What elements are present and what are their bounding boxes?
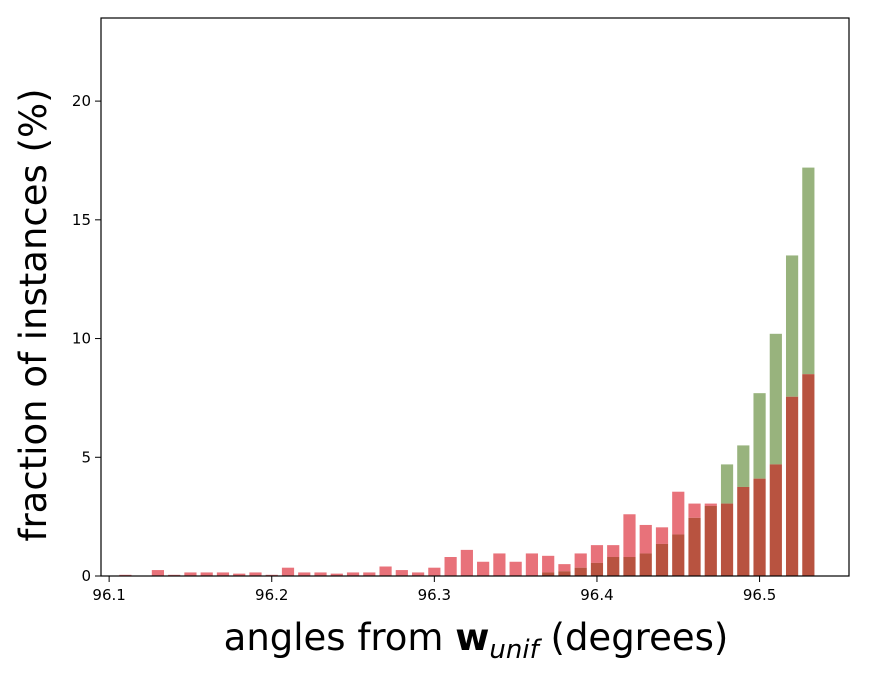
y-axis-title: fraction of instances (%) [12, 88, 55, 541]
bar-series-0 [363, 572, 376, 576]
bar-series-1 [737, 445, 750, 487]
bar-overlap [785, 396, 799, 576]
bar-series-0 [460, 549, 473, 576]
bar-series-0 [281, 567, 295, 576]
x-tick-label: 96.4 [580, 586, 613, 604]
bar-overlap [753, 478, 766, 576]
bar-overlap [558, 571, 571, 576]
bar-series-0 [509, 561, 522, 576]
bar-overlap [542, 572, 555, 576]
x-tick-label: 96.5 [743, 586, 776, 604]
bar-overlap [574, 567, 587, 576]
bar-series-0 [314, 572, 327, 576]
y-tick-label: 0 [81, 567, 91, 585]
bar-series-0 [672, 491, 685, 535]
bar-series-0 [444, 557, 457, 576]
bar-series-0 [330, 573, 343, 576]
y-axis: 0 5 10 15 20 [72, 92, 101, 585]
bar-series-0 [298, 572, 311, 576]
x-axis-title-bold: w [455, 616, 489, 659]
bar-series-0 [590, 545, 604, 563]
bar-series-0 [623, 514, 636, 558]
bar-overlap [688, 517, 701, 576]
bar-series-0 [346, 572, 360, 576]
plot-frame [100, 17, 850, 577]
bar-series-0 [477, 561, 490, 576]
bar-series-1 [769, 333, 782, 465]
bar-series-1 [785, 255, 799, 397]
x-axis: 96.1 96.2 96.3 96.4 96.5 [92, 576, 776, 604]
bar-series-0 [558, 564, 571, 572]
x-axis-title-subscript: unif [489, 635, 542, 665]
bar-overlap [720, 503, 734, 576]
bar-overlap [737, 486, 750, 576]
bar-series-1 [753, 393, 766, 479]
x-tick-label: 96.3 [418, 586, 451, 604]
bar-series-0 [428, 567, 441, 576]
bar-series-1 [802, 167, 815, 375]
bar-series-0 [688, 503, 701, 518]
x-axis-title-prefix: angles from [224, 616, 456, 659]
bar-series-0 [395, 570, 408, 576]
bar-series-0 [493, 553, 506, 576]
bar-series-0 [249, 572, 262, 576]
bar-series-1 [720, 464, 734, 504]
x-axis-title: angles from wunif (degrees) [224, 616, 729, 665]
bar-series-0 [542, 555, 555, 573]
bar-series-0 [411, 572, 425, 576]
x-tick-label: 96.2 [255, 586, 288, 604]
bar-series-0 [216, 572, 230, 576]
bar-series-0 [184, 572, 197, 576]
bars-layer [103, 167, 815, 576]
bar-series-0 [655, 527, 669, 544]
bar-overlap [655, 543, 669, 576]
bar-overlap [769, 464, 782, 576]
bar-series-0 [151, 570, 165, 576]
x-axis-title-suffix: (degrees) [539, 616, 729, 659]
bar-series-0 [574, 553, 587, 568]
bar-series-0 [525, 553, 539, 576]
bar-overlap [623, 557, 636, 576]
bar-series-0 [607, 545, 620, 558]
bar-overlap [639, 553, 652, 576]
x-tick-label: 96.1 [92, 586, 125, 604]
bar-overlap [802, 374, 815, 576]
bar-overlap [590, 562, 604, 576]
y-tick-label: 10 [72, 330, 91, 348]
y-tick-label: 5 [81, 448, 91, 466]
y-tick-label: 20 [72, 92, 91, 110]
bar-series-0 [200, 572, 213, 576]
bar-overlap [704, 505, 717, 576]
bar-series-0 [379, 566, 392, 576]
bar-overlap [672, 534, 685, 576]
bar-series-0 [704, 503, 717, 506]
bar-series-0 [233, 573, 246, 576]
bar-series-0 [639, 524, 652, 554]
bar-overlap [607, 557, 620, 576]
y-tick-label: 15 [72, 211, 91, 229]
